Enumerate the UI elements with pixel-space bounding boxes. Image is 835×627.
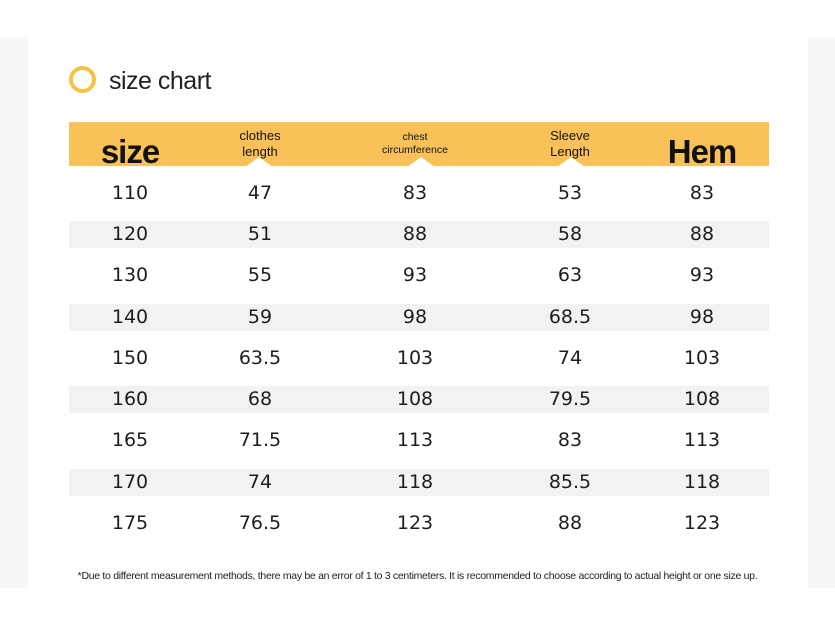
- cell-sleeve: 74: [557, 347, 583, 369]
- cell-hem: 83: [689, 182, 715, 204]
- table-row: 160 68 108 79.5 108: [69, 386, 769, 413]
- cell-sleeve: 85.5: [548, 471, 592, 493]
- table-header: size clothes length chest circumference …: [69, 122, 769, 166]
- cell-hem: 118: [683, 471, 721, 493]
- cell-chest: 88: [402, 223, 428, 245]
- cell-hem: 88: [689, 223, 715, 245]
- cell-hem: 93: [689, 264, 715, 286]
- cell-sleeve: 58: [557, 223, 583, 245]
- cell-size: 170: [111, 471, 149, 493]
- table-row: 120 51 88 58 88: [69, 221, 769, 248]
- header-notch: [245, 157, 273, 166]
- cell-size: 160: [111, 388, 149, 410]
- measurement-note: *Due to different measurement methods, t…: [77, 570, 758, 582]
- cell-chest: 113: [396, 429, 434, 451]
- cell-chest: 98: [402, 306, 428, 328]
- cell-chest: 83: [402, 182, 428, 204]
- header-clothes-length: clothes length: [239, 127, 281, 159]
- circle-icon: [69, 66, 96, 93]
- cell-chest: 118: [396, 471, 434, 493]
- header-hem: Hem: [667, 132, 738, 166]
- cell-size: 150: [111, 347, 149, 369]
- cell-clothes-length: 59: [247, 306, 273, 328]
- cell-clothes-length: 76.5: [238, 512, 282, 534]
- table-row: 140 59 98 68.5 98: [69, 304, 769, 331]
- cell-size: 120: [111, 223, 149, 245]
- header-size: size: [100, 132, 160, 166]
- cell-chest: 123: [396, 512, 434, 534]
- header-sleeve-length: Sleeve Length: [550, 127, 590, 159]
- cell-hem: 123: [683, 512, 721, 534]
- header-notch: [557, 157, 585, 166]
- header-notch: [407, 157, 435, 166]
- cell-clothes-length: 68: [247, 388, 273, 410]
- cell-clothes-length: 74: [247, 471, 273, 493]
- cell-clothes-length: 63.5: [238, 347, 282, 369]
- cell-clothes-length: 51: [247, 223, 273, 245]
- cell-chest: 108: [396, 388, 434, 410]
- cell-clothes-length: 71.5: [238, 429, 282, 451]
- cell-clothes-length: 55: [247, 264, 273, 286]
- table-row: 130 55 93 63 93: [69, 262, 769, 289]
- cell-sleeve: 83: [557, 429, 583, 451]
- cell-sleeve: 88: [557, 512, 583, 534]
- cell-size: 165: [111, 429, 149, 451]
- cell-hem: 108: [683, 388, 721, 410]
- header-chest-circumference: chest circumference: [382, 130, 448, 156]
- cell-chest: 93: [402, 264, 428, 286]
- cell-sleeve: 68.5: [548, 306, 592, 328]
- cell-sleeve: 79.5: [548, 388, 592, 410]
- page-title: size chart: [109, 67, 211, 95]
- cell-clothes-length: 47: [247, 182, 273, 204]
- table-row: 110 47 83 53 83: [69, 180, 769, 207]
- cell-hem: 103: [683, 347, 721, 369]
- table-row: 165 71.5 113 83 113: [69, 427, 769, 454]
- table-row: 175 76.5 123 88 123: [69, 510, 769, 537]
- cell-size: 140: [111, 306, 149, 328]
- cell-hem: 113: [683, 429, 721, 451]
- cell-sleeve: 63: [557, 264, 583, 286]
- table-row: 170 74 118 85.5 118: [69, 469, 769, 496]
- table-row: 150 63.5 103 74 103: [69, 345, 769, 372]
- cell-chest: 103: [396, 347, 434, 369]
- cell-size: 130: [111, 264, 149, 286]
- cell-size: 175: [111, 512, 149, 534]
- cell-sleeve: 53: [557, 182, 583, 204]
- cell-hem: 98: [689, 306, 715, 328]
- cell-size: 110: [111, 182, 149, 204]
